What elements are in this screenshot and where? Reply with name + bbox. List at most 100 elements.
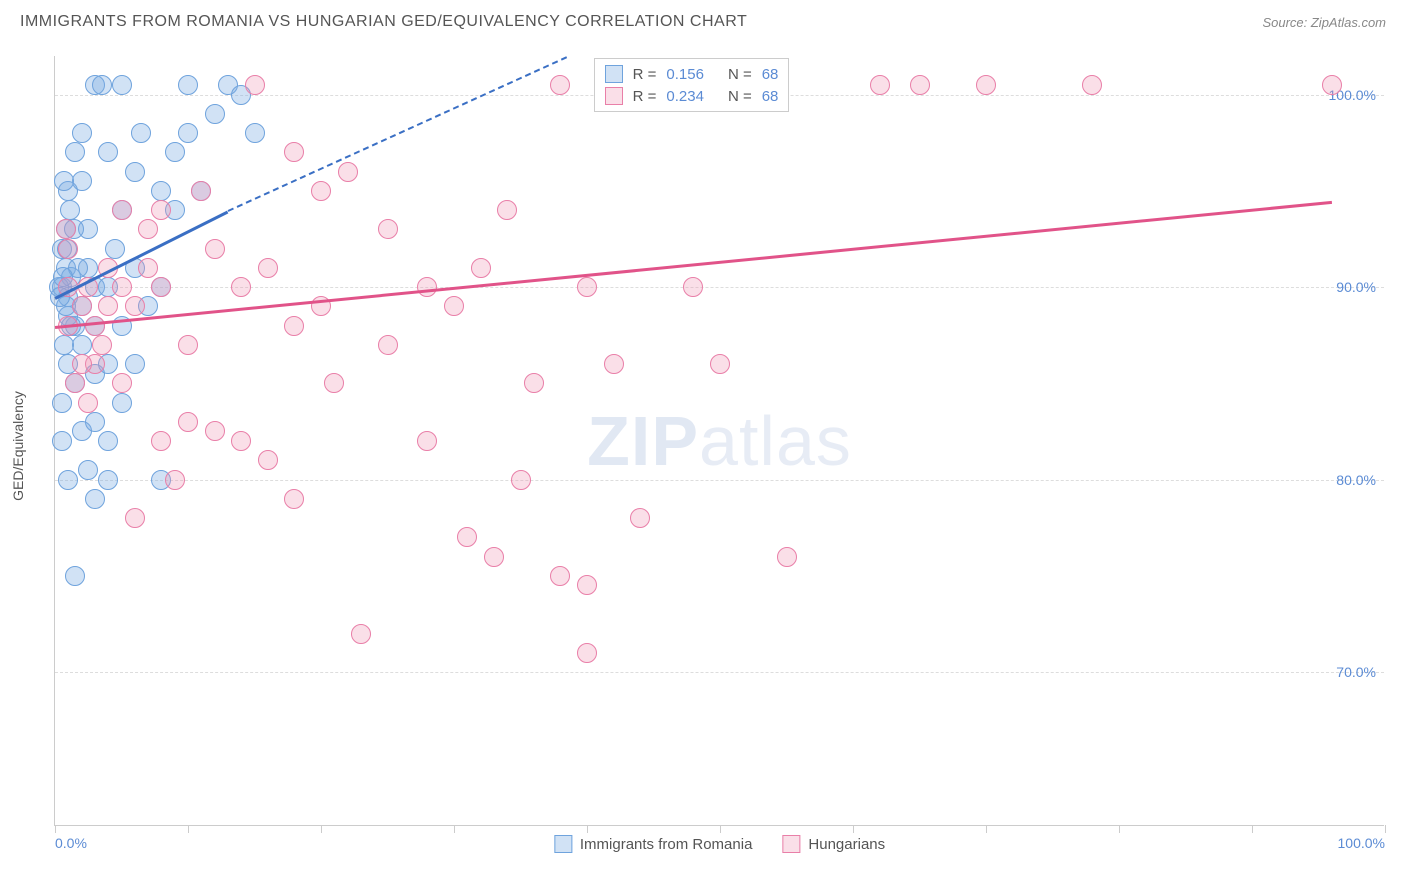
data-point xyxy=(151,431,171,451)
data-point xyxy=(910,75,930,95)
x-tick-mark xyxy=(188,825,189,833)
x-tick-mark xyxy=(1252,825,1253,833)
stat-r-value: 0.234 xyxy=(666,88,704,105)
data-point xyxy=(710,354,730,374)
data-point xyxy=(105,239,125,259)
data-point xyxy=(205,104,225,124)
data-point xyxy=(125,296,145,316)
y-tick-label: 70.0% xyxy=(1336,664,1376,680)
data-point xyxy=(311,181,331,201)
plot-area: ZIPatlas 70.0%80.0%90.0%100.0%0.0%100.0%… xyxy=(54,56,1384,826)
data-point xyxy=(178,123,198,143)
data-point xyxy=(138,258,158,278)
legend-item: Hungarians xyxy=(782,835,885,853)
data-point xyxy=(92,75,112,95)
data-point xyxy=(284,142,304,162)
data-point xyxy=(417,277,437,297)
data-point xyxy=(444,296,464,316)
data-point xyxy=(205,239,225,259)
stat-r-label: R = xyxy=(633,66,657,83)
data-point xyxy=(870,75,890,95)
data-point xyxy=(604,354,624,374)
data-point xyxy=(417,431,437,451)
data-point xyxy=(151,277,171,297)
x-tick-mark xyxy=(853,825,854,833)
data-point xyxy=(125,354,145,374)
data-point xyxy=(497,200,517,220)
data-point xyxy=(231,277,251,297)
data-point xyxy=(85,489,105,509)
data-point xyxy=(245,123,265,143)
stats-legend: R = 0.156N = 68R = 0.234N = 68 xyxy=(594,58,790,112)
gridline xyxy=(55,287,1384,288)
y-axis-label: GED/Equivalency xyxy=(10,391,26,501)
data-point xyxy=(191,181,211,201)
data-point xyxy=(85,412,105,432)
stat-r-value: 0.156 xyxy=(666,66,704,83)
legend-swatch xyxy=(782,835,800,853)
data-point xyxy=(65,142,85,162)
data-point xyxy=(138,219,158,239)
data-point xyxy=(178,335,198,355)
data-point xyxy=(112,373,132,393)
x-tick-mark xyxy=(454,825,455,833)
data-point xyxy=(98,470,118,490)
data-point xyxy=(131,123,151,143)
x-tick-mark xyxy=(720,825,721,833)
data-point xyxy=(524,373,544,393)
bottom-legend: Immigrants from Romania Hungarians xyxy=(554,835,885,853)
data-point xyxy=(1322,75,1342,95)
data-point xyxy=(56,219,76,239)
data-point xyxy=(550,75,570,95)
data-point xyxy=(976,75,996,95)
legend-label: Hungarians xyxy=(808,836,885,853)
data-point xyxy=(98,142,118,162)
data-point xyxy=(630,508,650,528)
data-point xyxy=(151,181,171,201)
y-tick-label: 90.0% xyxy=(1336,279,1376,295)
y-tick-label: 80.0% xyxy=(1336,472,1376,488)
data-point xyxy=(54,335,74,355)
data-point xyxy=(65,373,85,393)
data-point xyxy=(54,171,74,191)
data-point xyxy=(112,200,132,220)
data-point xyxy=(52,393,72,413)
data-point xyxy=(112,277,132,297)
data-point xyxy=(178,75,198,95)
x-tick-mark xyxy=(587,825,588,833)
x-tick-mark xyxy=(1119,825,1120,833)
data-point xyxy=(577,643,597,663)
data-point xyxy=(72,171,92,191)
data-point xyxy=(683,277,703,297)
data-point xyxy=(577,277,597,297)
legend-item: Immigrants from Romania xyxy=(554,835,753,853)
x-tick-label: 0.0% xyxy=(55,835,87,851)
data-point xyxy=(58,239,78,259)
data-point xyxy=(72,123,92,143)
data-point xyxy=(231,431,251,451)
watermark: ZIPatlas xyxy=(587,401,852,481)
stats-row: R = 0.234N = 68 xyxy=(605,85,779,107)
data-point xyxy=(58,470,78,490)
data-point xyxy=(245,75,265,95)
data-point xyxy=(60,200,80,220)
data-point xyxy=(78,460,98,480)
data-point xyxy=(351,624,371,644)
data-point xyxy=(777,547,797,567)
data-point xyxy=(457,527,477,547)
data-point xyxy=(338,162,358,182)
x-tick-label: 100.0% xyxy=(1338,835,1385,851)
data-point xyxy=(205,421,225,441)
legend-label: Immigrants from Romania xyxy=(580,836,753,853)
data-point xyxy=(258,258,278,278)
data-point xyxy=(85,316,105,336)
x-tick-mark xyxy=(55,825,56,833)
data-point xyxy=(72,335,92,355)
x-tick-mark xyxy=(1385,825,1386,833)
gridline xyxy=(55,672,1384,673)
stat-n-label: N = xyxy=(728,66,752,83)
data-point xyxy=(112,75,132,95)
data-point xyxy=(577,575,597,595)
data-point xyxy=(550,566,570,586)
source-label: Source: ZipAtlas.com xyxy=(1262,15,1386,30)
